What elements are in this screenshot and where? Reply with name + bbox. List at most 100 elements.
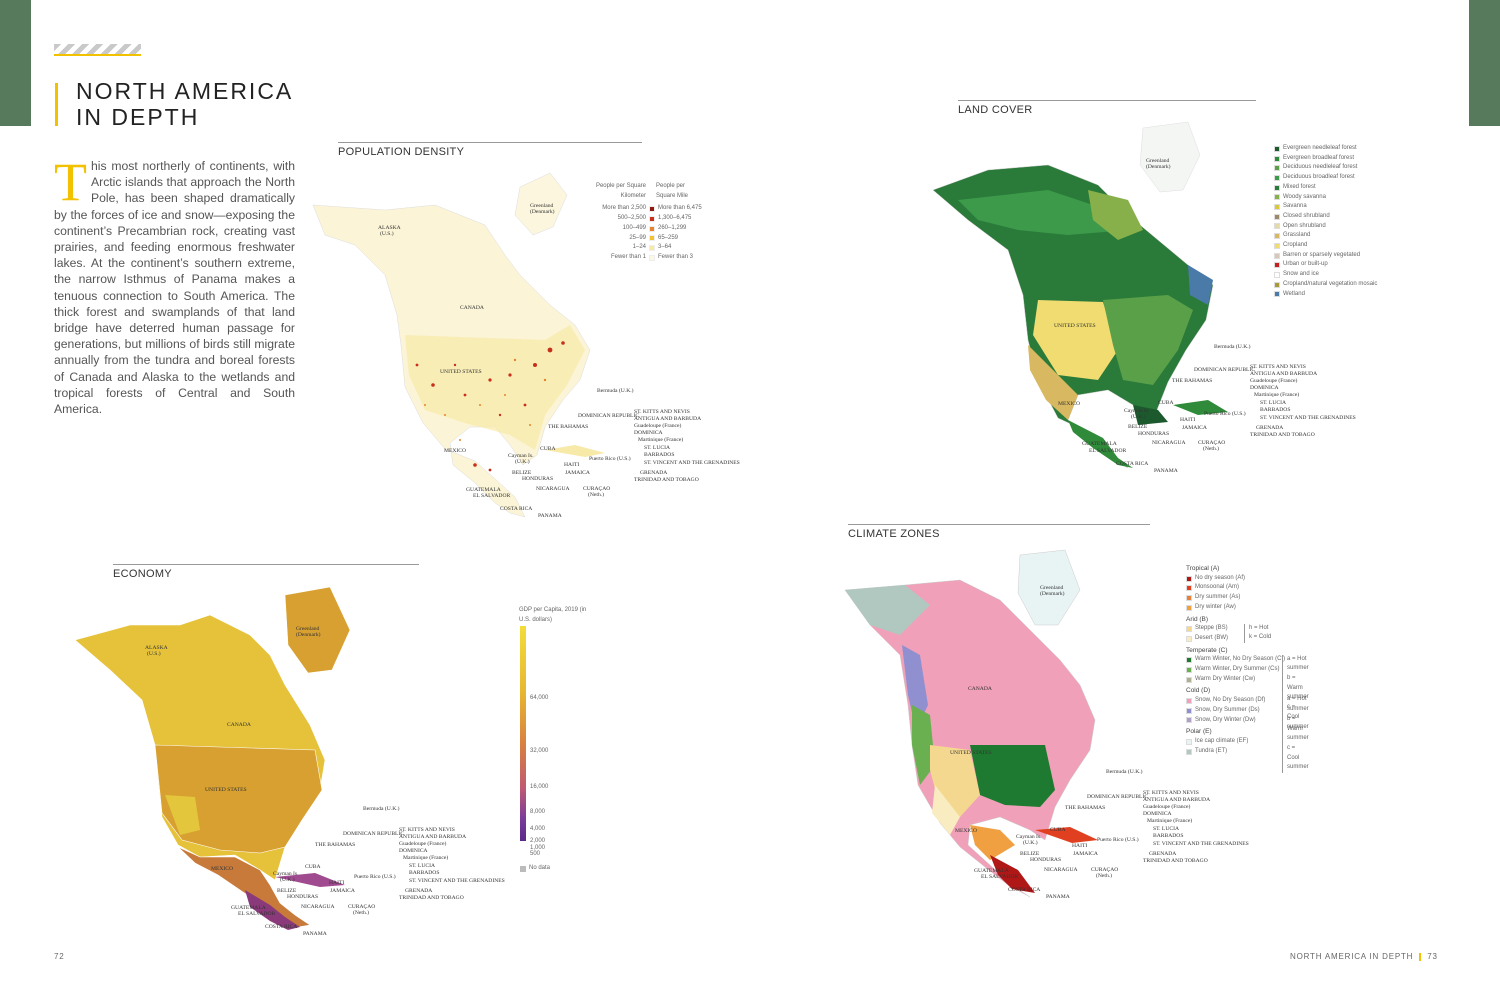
place-label: ANTIGUA AND BARBUDA — [634, 416, 702, 422]
legend-swatch — [649, 254, 655, 261]
legend-row: 500–2,500 1,300–6,475 — [590, 214, 706, 224]
place-label: UNITED STATES — [440, 369, 482, 375]
legend-swatch — [1186, 676, 1192, 683]
legend-label: Ice cap climate (EF) — [1195, 737, 1249, 744]
place-label: Martinique (France) — [403, 855, 449, 861]
place-label: GRENADA — [1256, 425, 1284, 431]
place-label: CUBA — [1158, 400, 1174, 406]
place-label: (U.S.) — [380, 231, 394, 237]
legend-row: 100–499 260–1,299 — [590, 224, 706, 234]
legend-swatch — [1186, 635, 1192, 642]
legend-row: Closed shrubland — [1274, 212, 1377, 222]
legend-label: Cropland/natural vegetation mosaic — [1283, 280, 1378, 287]
place-label: BELIZE — [512, 470, 532, 476]
legend-label: Mixed forest — [1283, 183, 1316, 190]
place-label: NICARAGUA — [536, 486, 570, 492]
legend-swatch — [1274, 291, 1280, 298]
place-label: MEXICO — [211, 866, 234, 872]
place-label: COSTA RICA — [1116, 461, 1149, 467]
place-label: THE BAHAMAS — [548, 424, 589, 430]
legend-row: Deciduous broadleaf forest — [1274, 173, 1377, 183]
legend-heading: Arid (B) — [1186, 615, 1209, 623]
place-label: CUBA — [1050, 827, 1066, 833]
legend-group: Cold (D) Snow, No Dry Season (Df) Snow, Dr… — [1186, 686, 1309, 774]
place-label: BARBADOS — [1260, 407, 1291, 413]
legend-group: Polar (E) Ice cap climate (EF) Tundra (ET) — [1186, 727, 1285, 756]
place-label: THE BAHAMAS — [315, 842, 356, 848]
place-label: Puerto Rico (U.S.) — [354, 874, 396, 880]
place-label: Bermuda (U.K.) — [1106, 769, 1143, 775]
legend-swatch — [1274, 165, 1280, 172]
legend-row: Fewer than 1 Fewer than 3 — [590, 253, 706, 263]
place-label: JAMAICA — [565, 470, 590, 476]
place-label: HONDURAS — [287, 894, 319, 900]
place-label: Guadeloupe (France) — [634, 423, 682, 429]
legend-swatch — [1274, 233, 1280, 240]
place-label: (U.K.) — [280, 877, 295, 883]
place-label: BARBADOS — [409, 870, 440, 876]
legend-swatch — [1274, 184, 1280, 191]
place-label: HAITI — [329, 880, 345, 886]
intro-text: his most northerly of continents, with A… — [54, 159, 295, 417]
place-label: NICARAGUA — [1044, 867, 1078, 873]
place-label: DOMINICAN REPUBLIC — [578, 413, 640, 419]
legend-swatch — [649, 225, 655, 232]
economy-legend: GDP per Capita, 2019 (in U.S. dollars) 6… — [519, 606, 599, 872]
place-label: GRENADA — [405, 888, 433, 894]
section-title-climate: CLIMATE ZONES — [848, 528, 940, 540]
legend-swatch — [1186, 626, 1192, 633]
legend-label: More than 2,500 — [602, 205, 646, 212]
place-label: ST. LUCIA — [1260, 400, 1286, 406]
place-label: Cayman Is. — [1016, 834, 1042, 840]
legend-note-line: a = Hot summer — [1287, 655, 1309, 672]
legend-row: Dry winter (Aw) — [1186, 603, 1285, 613]
place-label: DOMINICA — [399, 848, 428, 854]
legend-swatch — [1274, 242, 1280, 249]
place-label: PANAMA — [1154, 468, 1178, 474]
legend-tick: 32,000 — [530, 748, 549, 754]
legend-label: Warm Winter, Dry Summer (Cs) — [1195, 666, 1280, 673]
place-label: Bermuda (U.K.) — [1214, 344, 1251, 350]
legend-group: Temperate (C) Warm Winter, No Dry Season … — [1186, 646, 1309, 733]
legend-row: No dry season (Af) — [1186, 574, 1285, 584]
legend-row: Evergreen needleleaf forest — [1274, 144, 1377, 154]
place-label: Martinique (France) — [1254, 392, 1300, 398]
economy-map — [74, 586, 351, 930]
legend-label: Evergreen needleleaf forest — [1283, 145, 1357, 151]
page-title: NORTH AMERICA IN DEPTH — [76, 78, 294, 130]
place-label: CUBA — [305, 864, 321, 870]
place-label: Greenland — [1146, 158, 1170, 164]
legend-row: Woody savanna — [1274, 193, 1377, 203]
legend-heading: Polar (E) — [1186, 728, 1212, 736]
place-label: CURAÇAO — [583, 486, 611, 492]
legend-row: Monsoonal (Am) — [1186, 583, 1285, 593]
legend-note: a = Hot summer b = Warm summer c = Cool su… — [1282, 654, 1309, 733]
legend-swatch — [1186, 604, 1192, 611]
legend-row: Warm Winter, No Dry Season (Cf) — [1186, 655, 1285, 665]
legend-swatch — [649, 206, 655, 213]
legend-label: 500–2,500 — [617, 215, 646, 222]
place-label: (Denmark) — [530, 209, 555, 215]
place-label: (U.K.) — [1023, 840, 1038, 846]
legend-row: Tundra (ET) — [1186, 747, 1285, 757]
place-label: JAMAICA — [330, 888, 355, 894]
legend-note-line: a = Hot summer — [1287, 696, 1309, 713]
place-label: EL SALVADOR — [473, 493, 511, 499]
legend-label: Open shrubland — [1283, 222, 1326, 229]
place-label: ST. LUCIA — [409, 863, 435, 869]
place-label: CANADA — [460, 305, 484, 311]
place-label: DOMINICAN REPUBLIC — [1087, 794, 1149, 800]
place-label: GRENADA — [1149, 851, 1177, 857]
place-label: DOMINICAN REPUBLIC — [1194, 367, 1256, 373]
legend-label: Savanna — [1283, 203, 1307, 210]
legend-note-line: b = Warm summer — [1287, 715, 1309, 742]
place-label: PANAMA — [303, 931, 327, 937]
legend-row: Snow, Dry Summer (Ds) — [1186, 706, 1285, 716]
legend-note-line: b = Warm summer — [1287, 675, 1309, 701]
legend-label: Dry summer (As) — [1195, 594, 1241, 601]
legend-row: Desert (BW) — [1186, 634, 1285, 644]
place-label: HAITI — [1180, 417, 1196, 423]
place-label: HAITI — [564, 462, 580, 468]
right-edge-band — [1469, 0, 1500, 126]
place-label: ST. VINCENT AND THE GRENADINES — [1153, 841, 1249, 847]
